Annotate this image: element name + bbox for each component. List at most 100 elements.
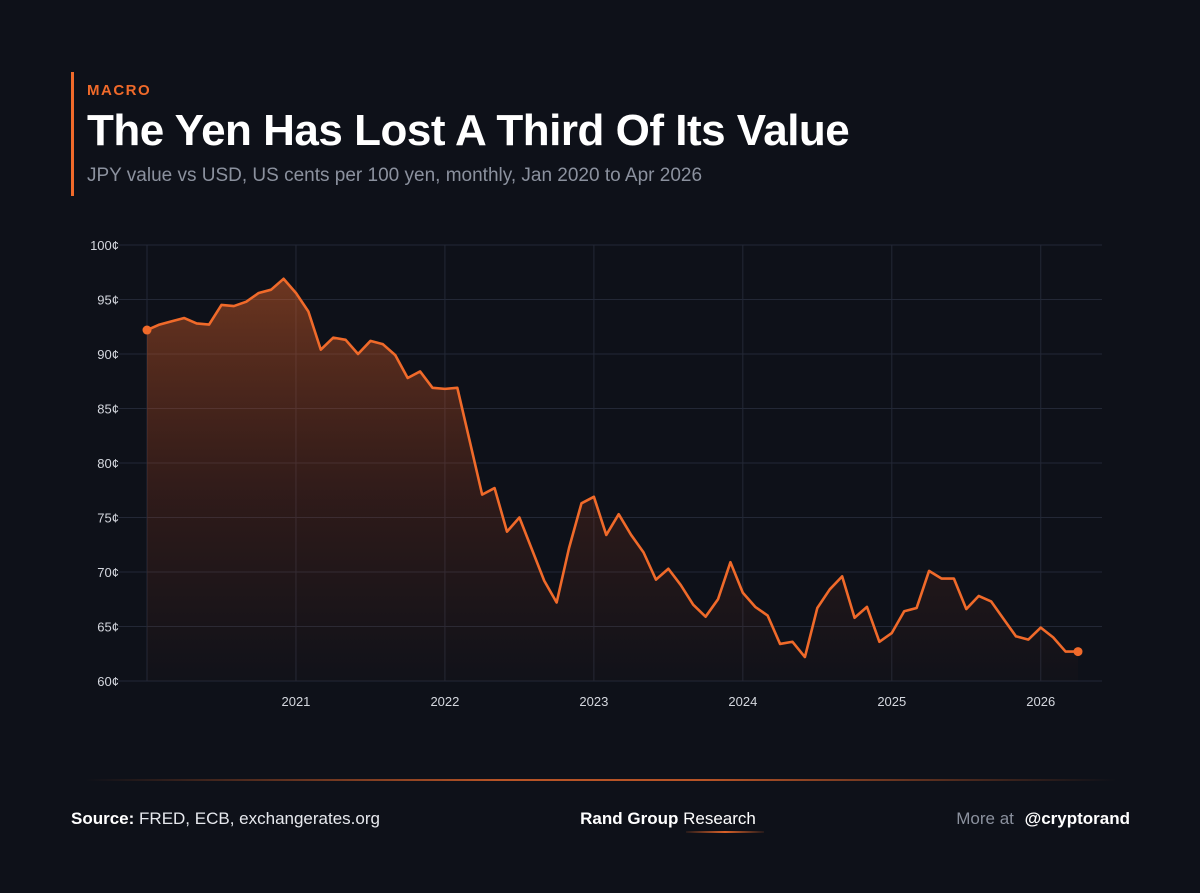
data-point: [902, 609, 906, 613]
y-axis: 60¢ 65¢ 70¢ 75¢ 80¢ 85¢ 90¢ 95¢ 100¢: [90, 238, 119, 689]
data-point: [989, 599, 993, 603]
series-area: [147, 278, 1078, 681]
more-label: More at: [956, 809, 1014, 828]
data-point: [1014, 634, 1018, 638]
data-point: [1002, 617, 1006, 621]
header-block: MACRO The Yen Has Lost A Third Of Its Va…: [71, 72, 850, 196]
source-text: FRED, ECB, exchangerates.org: [139, 809, 380, 828]
brand-name: Rand Group: [580, 809, 679, 828]
data-point: [964, 607, 968, 611]
data-point: [778, 642, 782, 646]
data-point: [468, 439, 472, 443]
data-point: [455, 386, 459, 390]
data-point: [406, 376, 410, 380]
data-point: [493, 486, 497, 490]
data-point: [170, 319, 174, 323]
data-point: [853, 616, 857, 620]
x-tick-label: 2026: [1026, 694, 1055, 709]
data-point: [1064, 650, 1068, 654]
social-handle[interactable]: @cryptorand: [1024, 809, 1130, 828]
data-point: [418, 369, 422, 373]
x-tick-label: 2023: [579, 694, 608, 709]
y-tick-label: 100¢: [90, 238, 119, 253]
x-tick-label: 2024: [728, 694, 757, 709]
brand-credit: Rand Group Research: [68, 809, 1200, 829]
data-point: [790, 640, 794, 644]
data-point: [691, 603, 695, 607]
data-point: [939, 577, 943, 581]
data-point: [654, 578, 658, 582]
data-point: [232, 304, 236, 308]
data-point: [629, 533, 633, 537]
data-point: [182, 316, 186, 320]
data-point: [195, 321, 199, 325]
data-point: [927, 569, 931, 573]
data-point: [840, 574, 844, 578]
x-tick-label: 2022: [430, 694, 459, 709]
data-point: [443, 387, 447, 391]
data-point: [753, 605, 757, 609]
chart-title: The Yen Has Lost A Third Of Its Value: [87, 106, 850, 155]
data-point: [815, 606, 819, 610]
data-point: [331, 336, 335, 340]
data-point: [157, 323, 161, 327]
end-point: [1073, 647, 1083, 657]
source-credit: Source: FRED, ECB, exchangerates.org: [71, 809, 380, 829]
data-point: [1051, 635, 1055, 639]
data-point: [1039, 626, 1043, 630]
x-tick-label: 2021: [281, 694, 310, 709]
y-tick-label: 80¢: [97, 456, 119, 471]
category-label: MACRO: [87, 82, 152, 99]
data-point: [517, 516, 521, 520]
data-point: [766, 614, 770, 618]
data-point: [269, 288, 273, 292]
y-tick-label: 95¢: [97, 293, 119, 308]
x-tick-label: 2025: [877, 694, 906, 709]
data-point: [505, 530, 509, 534]
data-point: [952, 577, 956, 581]
data-point: [431, 386, 435, 390]
data-point: [219, 303, 223, 307]
data-point: [741, 591, 745, 595]
series-points: [142, 277, 1083, 659]
y-tick-label: 60¢: [97, 674, 119, 689]
footer-divider: [85, 779, 1117, 781]
data-point: [368, 339, 372, 343]
data-point: [592, 495, 596, 499]
start-point: [142, 325, 152, 335]
data-point: [877, 640, 881, 644]
data-point: [542, 579, 546, 583]
data-point: [356, 352, 360, 356]
data-point: [567, 546, 571, 550]
data-point: [1026, 638, 1030, 642]
data-point: [282, 277, 286, 281]
data-point: [207, 323, 211, 327]
y-tick-label: 70¢: [97, 565, 119, 580]
data-point: [803, 655, 807, 659]
data-point: [294, 291, 298, 295]
data-point: [344, 338, 348, 342]
data-point: [977, 594, 981, 598]
data-point: [704, 615, 708, 619]
series-line: [145, 277, 1080, 659]
data-point: [604, 533, 608, 537]
data-point: [679, 583, 683, 587]
data-point: [728, 560, 732, 564]
data-point: [530, 547, 534, 551]
data-point: [393, 353, 397, 357]
data-point: [306, 309, 310, 313]
data-point: [244, 300, 248, 304]
brand-suffix: Research: [683, 809, 756, 828]
social-credit: More at @cryptorand: [956, 809, 1130, 829]
data-point: [579, 501, 583, 505]
data-point: [480, 493, 484, 497]
chart-subtitle: JPY value vs USD, US cents per 100 yen, …: [87, 165, 703, 186]
y-tick-label: 85¢: [97, 402, 119, 417]
source-label: Source:: [71, 809, 135, 828]
data-point: [555, 601, 559, 605]
y-tick-label: 90¢: [97, 347, 119, 362]
data-point: [666, 567, 670, 571]
data-point: [828, 587, 832, 591]
data-point: [257, 291, 261, 295]
